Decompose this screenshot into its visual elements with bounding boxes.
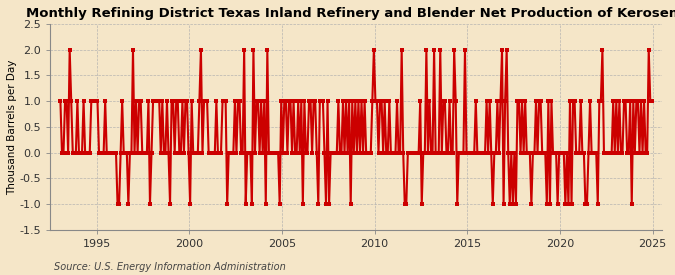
Text: Source: U.S. Energy Information Administration: Source: U.S. Energy Information Administ… <box>54 262 286 272</box>
Y-axis label: Thousand Barrels per Day: Thousand Barrels per Day <box>7 59 17 194</box>
Title: Monthly Refining District Texas Inland Refinery and Blender Net Production of Ke: Monthly Refining District Texas Inland R… <box>26 7 675 20</box>
